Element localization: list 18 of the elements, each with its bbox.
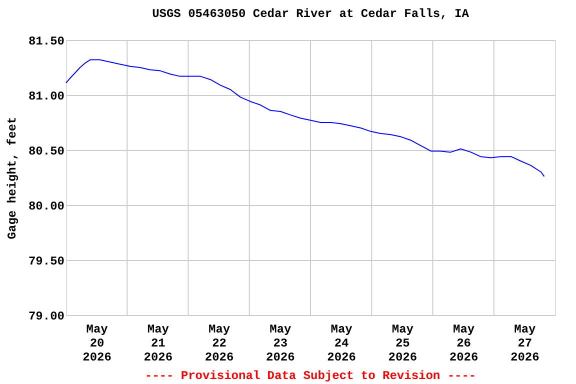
y-tick-label: 79.00 [28,310,64,324]
x-tick-label: May 25 2026 [388,322,418,364]
x-tick-label: May 21 2026 [144,322,173,364]
x-tick-label: May 27 2026 [510,322,540,364]
line-series [66,59,545,177]
y-tick-label: 79.50 [28,254,64,268]
y-tick-label: 81.00 [28,90,64,104]
y-tick-label: 80.00 [28,200,64,214]
y-tick-label: 81.50 [28,34,64,48]
x-tick-label: May 20 2026 [82,322,112,364]
x-tick-label: May 24 2026 [327,322,356,364]
x-tick-label: May 26 2026 [449,322,478,364]
x-tick-label: May 23 2026 [266,322,295,364]
chart-title: USGS 05463050 Cedar River at Cedar Falls, IA [152,7,470,21]
y-axis-title: Gage height, feet [5,116,20,240]
text: ---- Provisional Data Subject to Revision ---- [144,369,476,383]
x-tick-label: May 22 2026 [204,322,234,364]
y-tick-label: 80.50 [28,144,64,158]
